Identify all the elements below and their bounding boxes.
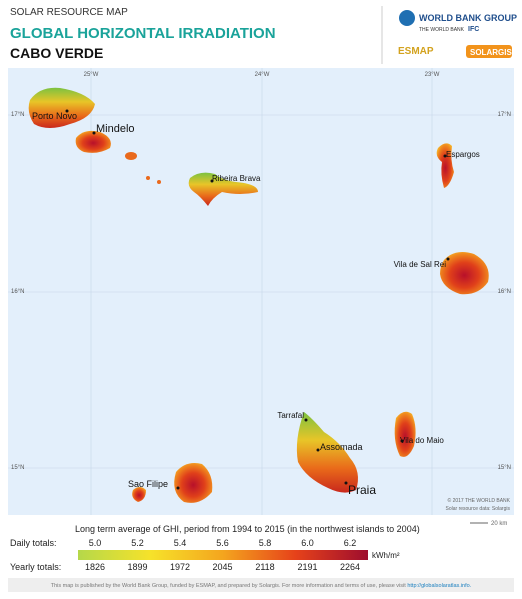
footer-text: This map is published by the World Bank … (51, 583, 407, 589)
place-label: Assomada (320, 442, 363, 452)
daily-value: 5.6 (216, 538, 229, 548)
yearly-value: 2045 (212, 562, 232, 572)
unit: kWh/m² (372, 551, 400, 560)
place-label: Sao Filipe (128, 479, 168, 489)
daily-value: 5.2 (131, 538, 144, 548)
daily-value: 5.0 (89, 538, 102, 548)
credit: © 2017 THE WORLD BANK (448, 497, 511, 504)
lat-label: 16°N (498, 289, 511, 295)
yearly-value: 1972 (170, 562, 190, 572)
wb: THE WORLD BANK (419, 27, 465, 33)
credit: Solar resource data: Solargis (446, 506, 511, 512)
lat-label: 15°N (498, 465, 511, 471)
esmap: ESMAP (398, 46, 434, 57)
yearly-label: Yearly totals: (10, 562, 61, 572)
daily-value: 5.8 (259, 538, 272, 548)
solargis-logo (466, 45, 512, 58)
solargis: SOLARGIS (470, 48, 512, 57)
place-label: Vila de Sal Rei (394, 260, 447, 269)
legend-bar (78, 550, 368, 560)
scale-label: 20 km (491, 521, 507, 527)
title: GLOBAL HORIZONTAL IRRADIATION (10, 25, 276, 42)
islands (28, 87, 489, 503)
lon-label: 23°W (425, 72, 440, 78)
yearly-value: 1899 (127, 562, 147, 572)
yearly-value: 1826 (85, 562, 105, 572)
ifc: IFC (468, 26, 479, 33)
lon-label: 25°W (84, 72, 99, 78)
daily-value: 5.4 (174, 538, 187, 548)
place-label: Ribeira Brava (212, 174, 261, 183)
lat-label: 17°N (498, 112, 511, 118)
footer: This map is published by the World Bank … (51, 583, 472, 589)
lon-label: 24°W (255, 72, 270, 78)
wbg: WORLD BANK GROUP (419, 13, 517, 23)
daily-value: 6.2 (344, 538, 357, 548)
legend-title: Long term average of GHI, period from 19… (75, 524, 420, 534)
place-label: Tarrafal (277, 411, 304, 420)
place-label: Vila do Maio (400, 436, 444, 445)
footer-link[interactable]: http://globalsolaratlas.info. (407, 583, 471, 589)
lat-label: 16°N (11, 289, 24, 295)
place-label: Mindelo (96, 123, 135, 135)
yearly-value: 2118 (255, 562, 274, 572)
lat-label: 15°N (11, 465, 24, 471)
wb-logo (399, 10, 415, 26)
daily-label: Daily totals: (10, 538, 57, 548)
place-label: Praia (348, 483, 376, 497)
footer-bg (8, 578, 514, 592)
place-label: Porto Novo (32, 111, 77, 121)
legend-ticks: 5.0 1826 5.2 1899 5.4 1972 5.6 2045 5.8 2118 6.0 21… (85, 538, 360, 572)
yearly-value: 2191 (297, 562, 317, 572)
place-label: Espargos (446, 150, 480, 159)
yearly-value: 2264 (340, 562, 360, 572)
country: CABO VERDE (10, 45, 103, 61)
kicker: SOLAR RESOURCE MAP (10, 7, 128, 18)
graticule (8, 68, 514, 515)
lat-label: 17°N (11, 112, 24, 118)
place-dots (65, 109, 450, 490)
daily-value: 6.0 (301, 538, 314, 548)
